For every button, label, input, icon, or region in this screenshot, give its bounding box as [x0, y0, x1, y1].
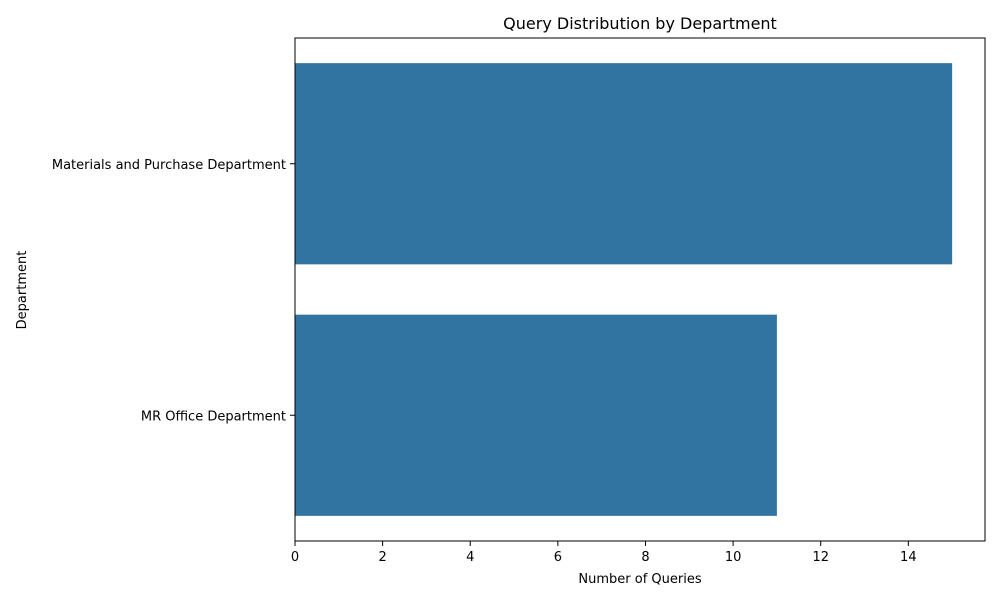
y-tick-label: Materials and Purchase Department	[52, 158, 286, 173]
x-tick-label: 4	[466, 550, 474, 565]
plot-area-frame	[294, 37, 986, 542]
bars-group	[295, 63, 953, 516]
y-axis-ticks: Materials and Purchase Department MR Offi…	[52, 158, 295, 424]
x-tick-label: 2	[378, 550, 386, 565]
x-tick-label: 6	[554, 550, 562, 565]
bar	[295, 314, 777, 516]
x-tick-label: 0	[291, 550, 299, 565]
x-tick-label: 10	[725, 550, 742, 565]
x-axis-ticks: 0 2 4 6 8 10 12 14	[291, 541, 917, 565]
y-axis-label: Department	[15, 251, 30, 330]
x-tick-label: 14	[900, 550, 917, 565]
bar	[295, 63, 953, 265]
chart-title: Query Distribution by Department	[503, 14, 777, 33]
x-axis-label: Number of Queries	[578, 572, 701, 587]
y-tick-label: MR Office Department	[141, 409, 286, 424]
x-tick-label: 12	[812, 550, 829, 565]
x-tick-label: 8	[641, 550, 649, 565]
